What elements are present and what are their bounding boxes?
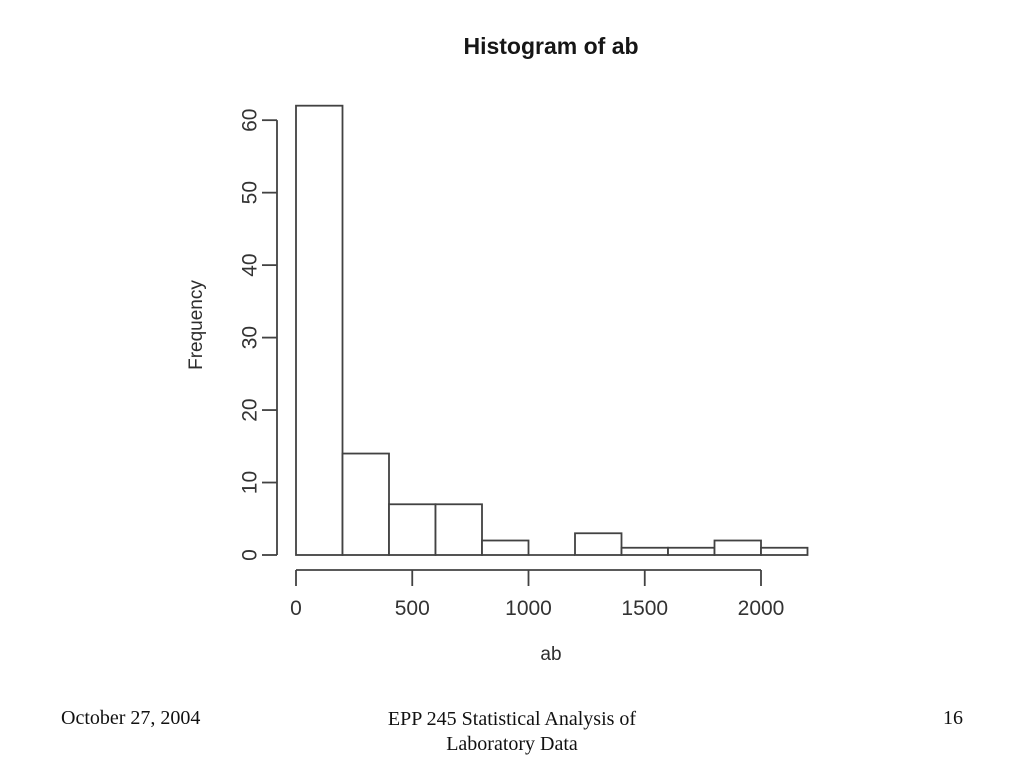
- histogram-bar: [434, 503, 483, 556]
- histogram-bar: [760, 546, 809, 556]
- footer-course-line2: Laboratory Data: [446, 732, 578, 755]
- footer-course-title: EPP 245 Statistical Analysis of Laborato…: [312, 707, 712, 756]
- histogram-bar: [388, 503, 437, 556]
- y-tick-label: 30: [239, 326, 262, 349]
- x-tick-label: 500: [395, 597, 430, 620]
- histogram-bar: [295, 104, 344, 556]
- histogram-bar: [341, 452, 390, 556]
- x-tick-label: 1000: [505, 597, 552, 620]
- histogram-bar: [481, 539, 530, 556]
- page-number: 16: [943, 707, 963, 729]
- chart-title: Histogram of ab: [463, 33, 639, 59]
- footer-course-line1: EPP 245 Statistical Analysis of: [387, 708, 637, 730]
- footer-date: October 27, 2004: [61, 707, 201, 729]
- histogram-bar: [667, 546, 716, 556]
- y-tick-label: 50: [239, 181, 262, 204]
- histogram-bar: [574, 532, 623, 556]
- y-tick-label: 0: [239, 549, 262, 561]
- y-tick-label: 20: [239, 398, 262, 421]
- y-tick-label: 40: [239, 253, 262, 276]
- histogram-bar: [713, 539, 762, 556]
- histogram-plot: 0 10 20 30 40 50 60 0 500 1000 1500 2000: [239, 104, 809, 620]
- x-tick-label: 1500: [621, 597, 668, 620]
- y-axis-label: Frequency: [186, 280, 207, 370]
- x-axis-label: ab: [540, 644, 562, 665]
- x-tick-label: 0: [290, 597, 302, 620]
- histogram-bar: [620, 546, 669, 556]
- x-tick-label: 2000: [738, 597, 785, 620]
- y-tick-label: 60: [239, 109, 262, 132]
- y-tick-label: 10: [239, 471, 262, 494]
